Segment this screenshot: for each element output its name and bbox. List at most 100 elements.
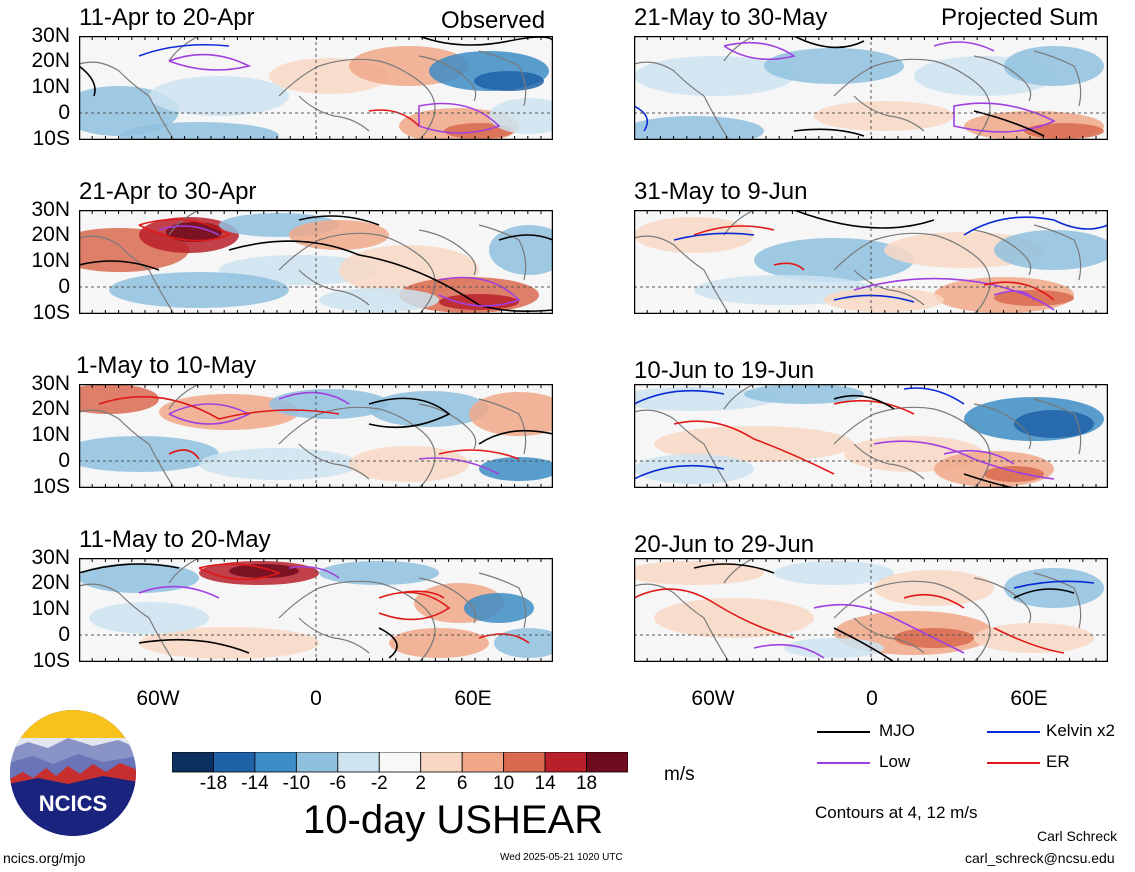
contour-line bbox=[418, 36, 553, 46]
contour-line bbox=[438, 276, 521, 307]
panel-title-right-4: 20-Jun to 29-Jun bbox=[634, 531, 815, 558]
coastline bbox=[1033, 50, 1082, 107]
contour-line bbox=[79, 260, 160, 271]
shear-anomaly-blob bbox=[469, 392, 553, 436]
colorbar-bin bbox=[254, 752, 297, 773]
lat-label: 10N bbox=[31, 423, 70, 446]
lat-label: 10N bbox=[31, 75, 70, 98]
contour-line bbox=[793, 128, 865, 137]
lat-label: 30N bbox=[31, 546, 70, 569]
colorbar-bin bbox=[544, 752, 587, 773]
shear-map-right-2 bbox=[634, 210, 1108, 314]
shear-map-right-1 bbox=[634, 36, 1108, 140]
colorbar-bin bbox=[337, 752, 380, 773]
colorbar-tick: 6 bbox=[456, 773, 468, 794]
lat-label: 30N bbox=[31, 372, 70, 395]
colorbar bbox=[172, 752, 628, 773]
contour-line bbox=[438, 449, 520, 460]
coastline bbox=[634, 61, 730, 140]
coastline bbox=[723, 384, 755, 410]
colorbar-bin bbox=[586, 752, 628, 773]
lon-label-60e-left: 60E bbox=[454, 687, 492, 710]
shear-anomaly-blob bbox=[149, 76, 289, 116]
footer-timestamp: Wed 2025-05-21 1020 UTC bbox=[500, 852, 623, 863]
contour-line bbox=[378, 627, 398, 659]
coastline bbox=[418, 403, 477, 450]
coastline bbox=[478, 398, 527, 455]
coastline bbox=[634, 235, 730, 314]
shear-map-right-3 bbox=[634, 384, 1108, 488]
map-frame bbox=[634, 210, 1108, 314]
shear-anomaly-blob bbox=[199, 448, 359, 480]
contour-line bbox=[993, 627, 1065, 654]
shear-anomaly-blob bbox=[634, 56, 794, 96]
coastline bbox=[853, 443, 925, 480]
colorbar-bin bbox=[172, 752, 214, 773]
contour-line bbox=[963, 216, 1108, 236]
contour-line bbox=[138, 218, 231, 242]
shear-anomaly-blob bbox=[634, 454, 754, 484]
coastline bbox=[298, 269, 370, 306]
coastline bbox=[298, 443, 370, 480]
lat-label: 10S bbox=[32, 301, 70, 324]
colorbar-bin bbox=[213, 752, 256, 773]
coastline bbox=[1033, 398, 1082, 455]
shear-anomaly-blob bbox=[494, 628, 553, 658]
panel-title-left-1: 11-Apr to 20-Apr bbox=[79, 4, 255, 31]
map-frame bbox=[634, 36, 1108, 140]
footer-author: Carl Schreck bbox=[1037, 828, 1118, 844]
shear-anomaly-blob bbox=[874, 570, 994, 606]
shear-anomaly-blob bbox=[369, 391, 489, 427]
lat-label: 0 bbox=[58, 623, 70, 646]
footer-url: ncics.org/mjo bbox=[3, 850, 86, 866]
contour-line bbox=[138, 638, 250, 654]
coastline bbox=[418, 577, 477, 624]
contour-line bbox=[298, 215, 380, 226]
contour-line bbox=[478, 633, 530, 644]
colorbar-bin bbox=[461, 752, 505, 773]
shear-anomaly-blob bbox=[984, 466, 1044, 482]
lat-label: 20N bbox=[31, 223, 70, 246]
colorbar-tick: -14 bbox=[241, 773, 269, 794]
lat-label: 0 bbox=[58, 449, 70, 472]
shear-anomaly-blob bbox=[229, 564, 299, 578]
map-frame bbox=[634, 384, 1108, 488]
contours-note: Contours at 4, 12 m/s bbox=[815, 803, 978, 822]
lat-label: 20N bbox=[31, 571, 70, 594]
coastline bbox=[723, 558, 755, 584]
shear-anomaly-blob bbox=[1014, 410, 1094, 438]
coastline bbox=[973, 229, 1032, 276]
coastline bbox=[634, 409, 730, 488]
contour-line bbox=[993, 290, 1035, 301]
units-label: m/s bbox=[664, 764, 695, 785]
shear-anomaly-blob bbox=[1004, 46, 1104, 86]
shear-anomaly-blob bbox=[634, 561, 764, 585]
legend-lines-1 bbox=[817, 731, 870, 764]
contour-line bbox=[833, 294, 915, 303]
contour-line bbox=[753, 643, 825, 659]
coastline bbox=[973, 577, 1032, 624]
coastline bbox=[973, 55, 1032, 102]
shear-anomaly-blob bbox=[764, 48, 904, 84]
contour-line bbox=[693, 225, 775, 236]
shear-map-right-4 bbox=[634, 558, 1108, 662]
lat-label: 10S bbox=[32, 649, 70, 672]
footer-email: carl_schreck@ncsu.edu bbox=[965, 850, 1115, 866]
coastline bbox=[723, 36, 755, 62]
panel-title-right-1: 21-May to 30-May bbox=[634, 4, 828, 31]
colorbar-tick: -2 bbox=[370, 773, 388, 794]
contour-line bbox=[773, 262, 805, 271]
contour-line bbox=[634, 389, 725, 405]
shear-anomaly-blob bbox=[464, 593, 534, 623]
contour-line bbox=[973, 110, 1045, 137]
lat-label: 20N bbox=[31, 49, 70, 72]
contour-line bbox=[933, 41, 995, 52]
coastline bbox=[168, 36, 200, 62]
shear-anomaly-blob bbox=[754, 238, 914, 282]
colorbar-bin bbox=[503, 752, 546, 773]
shear-anomaly-blob bbox=[654, 598, 814, 638]
coastline bbox=[298, 617, 370, 654]
contour-line bbox=[168, 449, 200, 460]
contour-line bbox=[418, 102, 501, 134]
shear-anomaly-blob bbox=[159, 394, 299, 430]
